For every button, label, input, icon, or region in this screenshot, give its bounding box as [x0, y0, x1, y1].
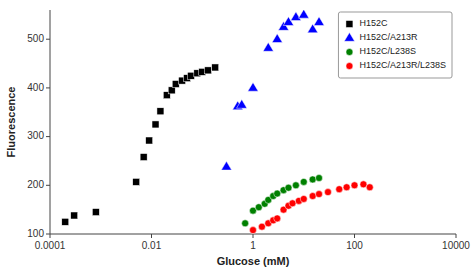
- point: [71, 212, 78, 219]
- y-tick-label: 200: [27, 179, 44, 190]
- legend-box: [338, 12, 452, 78]
- point: [140, 154, 147, 161]
- point: [351, 182, 358, 189]
- legend-label: H152C/L238S: [359, 46, 416, 56]
- x-tick-label: 10000: [442, 240, 470, 251]
- point: [360, 181, 367, 188]
- series: [250, 181, 374, 234]
- x-tick-label: 1: [250, 240, 256, 251]
- legend-label: H152C/A213R/L238S: [359, 60, 446, 70]
- x-tick-label: 100: [346, 240, 363, 251]
- point: [62, 218, 69, 225]
- point: [205, 67, 212, 74]
- point: [146, 137, 153, 144]
- y-tick-label: 400: [27, 82, 44, 93]
- point: [316, 175, 323, 182]
- legend-swatch: [346, 21, 353, 28]
- point: [237, 99, 247, 108]
- point: [274, 190, 281, 197]
- point: [263, 42, 273, 51]
- legend-label: H152C: [359, 18, 388, 28]
- chart: 100 200 300 400 500 0.0001 0.01 1 100 10000 Glucos…: [0, 0, 474, 270]
- series: [221, 10, 324, 170]
- y-axis-label: Fluorescence: [5, 87, 17, 158]
- point: [316, 191, 323, 198]
- point: [258, 223, 265, 230]
- legend: H152C H152C/A213R H152C/L238S H152C/A213R/L…: [338, 12, 452, 78]
- point: [242, 220, 249, 227]
- y-tick: [46, 39, 50, 40]
- point: [292, 182, 299, 189]
- point: [289, 200, 296, 207]
- series: [62, 64, 219, 225]
- plot-area: [62, 10, 374, 234]
- point: [300, 195, 307, 202]
- y-tick: [46, 185, 50, 186]
- x-tick-label: 0.01: [142, 240, 162, 251]
- point: [152, 121, 159, 128]
- x-tick: [354, 234, 355, 238]
- y-tick: [46, 87, 50, 88]
- y-tick-label: 500: [27, 33, 44, 44]
- point: [157, 108, 164, 115]
- point: [221, 161, 231, 170]
- series: [242, 175, 323, 227]
- point: [133, 178, 140, 185]
- y-tick: [46, 234, 50, 235]
- point: [300, 178, 307, 185]
- point: [285, 184, 292, 191]
- point: [250, 227, 257, 234]
- point: [299, 10, 309, 18]
- point: [248, 82, 258, 91]
- y-tick-label: 300: [27, 130, 44, 141]
- x-tick: [253, 234, 254, 238]
- legend-label: H152C/A213R: [359, 32, 418, 42]
- x-tick: [151, 234, 152, 238]
- x-tick-label: 0.0001: [35, 240, 66, 251]
- axes: 100 200 300 400 500 0.0001 0.01 1 100 10000: [27, 10, 470, 251]
- point: [168, 87, 175, 94]
- point: [309, 193, 316, 200]
- y-tick-label: 100: [27, 228, 44, 239]
- point: [343, 184, 350, 191]
- x-tick: [50, 234, 51, 238]
- x-tick: [456, 234, 457, 238]
- point: [309, 176, 316, 183]
- point: [272, 34, 282, 43]
- x-axis-label: Glucose (mM): [217, 255, 290, 267]
- point: [314, 17, 324, 26]
- y-axis-line: [50, 10, 51, 234]
- point: [336, 186, 343, 193]
- point: [172, 81, 179, 88]
- point: [324, 189, 331, 196]
- point: [92, 209, 99, 216]
- point: [187, 72, 194, 79]
- point: [212, 64, 219, 71]
- point: [274, 215, 281, 222]
- legend-swatch: [346, 63, 353, 70]
- legend-swatch: [346, 49, 353, 56]
- y-tick: [46, 136, 50, 137]
- legend-swatch: [344, 33, 354, 42]
- point: [366, 184, 373, 191]
